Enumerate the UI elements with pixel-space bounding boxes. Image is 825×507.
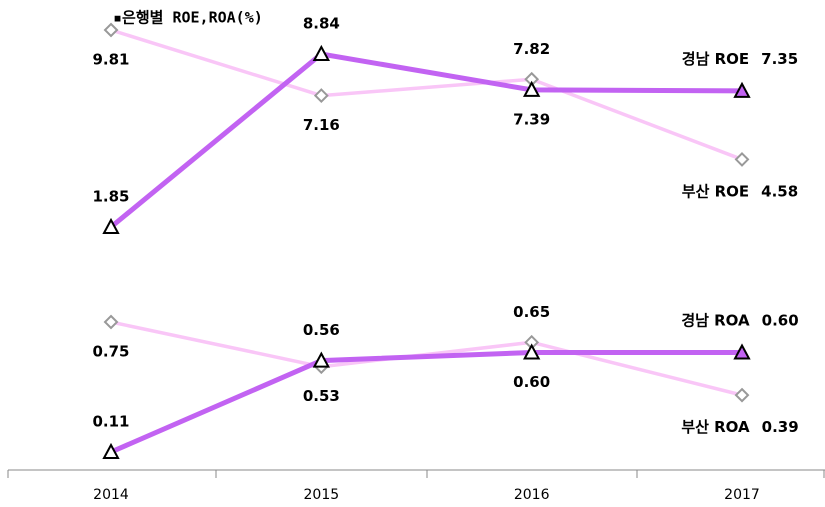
data-label: 0.60 bbox=[762, 311, 799, 329]
end-label: 부산 ROA 0.39 bbox=[681, 418, 798, 436]
data-label: 0.75 bbox=[92, 343, 129, 361]
x-tick-label: 2015 bbox=[304, 487, 340, 503]
marker bbox=[733, 81, 751, 98]
marker bbox=[522, 343, 541, 360]
marker bbox=[734, 387, 750, 403]
series-line bbox=[109, 51, 743, 229]
marker bbox=[313, 88, 329, 103]
series-name: 부산 ROA bbox=[681, 418, 750, 436]
data-label: 0.53 bbox=[303, 387, 340, 405]
x-tick-label: 2016 bbox=[514, 487, 550, 503]
data-label: 1.85 bbox=[92, 188, 129, 206]
series-name: 부산 ROE bbox=[682, 182, 749, 200]
marker bbox=[312, 44, 331, 62]
x-tick-label: 2017 bbox=[724, 487, 760, 503]
data-label: 0.39 bbox=[762, 418, 799, 436]
data-label: 7.82 bbox=[513, 40, 550, 58]
data-label: 0.11 bbox=[92, 413, 129, 431]
marker bbox=[312, 351, 331, 368]
marker bbox=[734, 152, 750, 167]
data-label: 7.39 bbox=[513, 110, 550, 128]
chart-title: ▪은행별 ROE,ROA(%) bbox=[113, 9, 263, 27]
data-label: 0.60 bbox=[513, 373, 550, 391]
marker bbox=[103, 22, 119, 38]
data-label: 4.58 bbox=[761, 182, 798, 200]
end-label: 경남 ROE 7.35 bbox=[682, 49, 798, 67]
marker bbox=[733, 343, 751, 360]
marker bbox=[102, 217, 120, 234]
data-label: 0.56 bbox=[303, 321, 340, 339]
marker bbox=[522, 80, 541, 97]
marker bbox=[103, 314, 119, 330]
series-line bbox=[110, 349, 742, 455]
data-label: 8.84 bbox=[303, 15, 340, 33]
x-tick-label: 2014 bbox=[93, 487, 129, 503]
data-label: 0.65 bbox=[513, 303, 550, 321]
data-label: 9.81 bbox=[92, 51, 129, 69]
marker bbox=[102, 442, 120, 459]
end-label: 경남 ROA 0.60 bbox=[681, 311, 798, 329]
data-label: 7.16 bbox=[303, 116, 340, 134]
series-name: 경남 ROE bbox=[682, 49, 749, 67]
end-label: 부산 ROE 4.58 bbox=[682, 182, 798, 200]
series-name: 경남 ROA bbox=[681, 311, 750, 329]
series-line bbox=[110, 28, 743, 162]
data-label: 7.35 bbox=[761, 49, 798, 67]
